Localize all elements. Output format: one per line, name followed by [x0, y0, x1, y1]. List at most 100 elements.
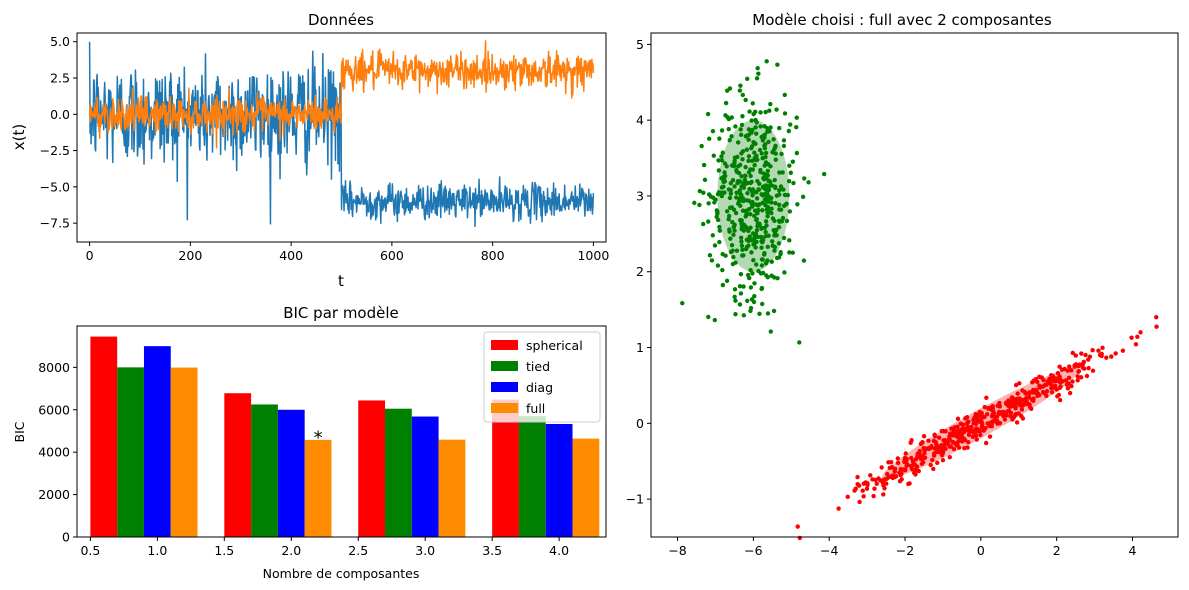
scatter-point-0 — [751, 139, 756, 145]
scatter-point-0 — [755, 157, 760, 162]
scatter-point-0 — [720, 282, 726, 288]
scatter-point-1 — [1154, 324, 1159, 329]
x-tick-label: 800 — [481, 248, 505, 263]
y-tick-label: 0 — [62, 530, 70, 545]
scatter-point-0 — [777, 202, 782, 207]
scatter-y-axis: −1 0 1 2 3 4 5 — [626, 37, 651, 507]
scatter-point-0 — [720, 251, 725, 257]
scatter-point-0 — [699, 143, 704, 149]
scatter-point-1 — [903, 451, 908, 456]
scatter-point-0 — [755, 203, 761, 208]
scatter-point-0 — [740, 114, 745, 119]
scatter-point-0 — [746, 127, 752, 132]
scatter-point-0 — [741, 284, 746, 289]
scatter-point-1 — [956, 439, 961, 444]
scatter-point-1 — [1113, 351, 1118, 356]
scatter-point-1 — [856, 483, 862, 488]
scatter-point-1 — [1063, 378, 1069, 383]
scatter-point-1 — [959, 439, 965, 444]
scatter-point-1 — [921, 445, 926, 451]
scatter-point-0 — [728, 187, 733, 193]
scatter-point-1 — [964, 420, 970, 426]
scatter-point-1 — [984, 412, 990, 417]
bar-spherical-1 — [90, 336, 118, 537]
bar-full-3 — [438, 439, 466, 537]
scatter-point-1 — [954, 443, 959, 448]
scatter-point-0 — [709, 258, 715, 263]
scatter-point-0 — [731, 207, 737, 212]
scatter-point-1 — [1015, 391, 1020, 396]
scatter-point-1 — [1055, 394, 1060, 399]
scatter-point-1 — [1044, 389, 1050, 394]
scatter-point-0 — [745, 272, 751, 278]
scatter-point-0 — [758, 167, 763, 173]
scatter-point-1 — [1066, 375, 1072, 380]
scatter-point-1 — [1034, 387, 1039, 393]
scatter-point-0 — [715, 209, 720, 215]
scatter-point-1 — [982, 404, 987, 410]
scatter-point-0 — [763, 219, 769, 224]
scatter-point-1 — [879, 465, 884, 470]
scatter-point-1 — [947, 431, 953, 436]
scatter-point-1 — [984, 395, 989, 400]
scatter-point-0 — [746, 207, 752, 212]
panel-timeseries: Données 0 200 400 600 800 1000 5.0 2.5 0.0 −2.5 −… — [10, 11, 609, 290]
legend-swatch-diag — [491, 382, 518, 392]
scatter-point-0 — [777, 125, 782, 131]
scatter-point-0 — [741, 181, 746, 186]
scatter-point-1 — [1104, 355, 1109, 360]
scatter-point-1 — [1057, 397, 1063, 403]
scatter-point-0 — [733, 124, 738, 129]
bic-plot-area — [90, 336, 600, 537]
x-tick-label: 200 — [178, 248, 202, 263]
scatter-point-1 — [884, 481, 889, 486]
scatter-point-1 — [1129, 335, 1134, 340]
scatter-point-0 — [759, 245, 764, 250]
scatter-point-1 — [863, 480, 868, 485]
scatter-point-0 — [711, 153, 716, 158]
scatter-point-0 — [719, 128, 725, 133]
x-tick-label: 0 — [977, 543, 985, 558]
scatter-frame — [650, 32, 1179, 538]
scatter-point-1 — [1020, 416, 1026, 421]
scatter-point-0 — [775, 275, 780, 281]
bar-diag-3 — [411, 416, 439, 537]
scatter-point-0 — [767, 108, 772, 113]
scatter-point-1 — [1040, 390, 1046, 395]
scatter-point-1 — [926, 438, 931, 443]
scatter-point-0 — [760, 200, 765, 205]
scatter-point-1 — [881, 477, 886, 483]
scatter-point-0 — [735, 154, 740, 160]
scatter-point-0 — [727, 195, 733, 201]
scatter-point-0 — [790, 250, 795, 255]
scatter-point-1 — [913, 472, 918, 477]
scatter-point-1 — [977, 429, 983, 434]
scatter-point-0 — [806, 180, 811, 185]
scatter-point-0 — [790, 159, 796, 164]
scatter-point-1 — [1049, 373, 1054, 378]
bar-full-1 — [170, 367, 198, 537]
scatter-point-0 — [748, 268, 753, 273]
scatter-point-0 — [720, 267, 725, 273]
scatter-point-0 — [776, 241, 782, 246]
scatter-point-0 — [744, 237, 750, 242]
scatter-point-0 — [751, 111, 756, 117]
scatter-point-1 — [874, 481, 879, 486]
scatter-point-1 — [1053, 383, 1058, 388]
scatter-point-0 — [745, 180, 750, 186]
scatter-point-1 — [1006, 408, 1012, 413]
scatter-point-0 — [707, 136, 712, 141]
scatter-point-1 — [909, 438, 914, 443]
scatter-point-1 — [909, 455, 914, 461]
scatter-point-0 — [759, 239, 764, 244]
scatter-point-0 — [715, 263, 721, 268]
scatter-point-0 — [764, 59, 769, 64]
scatter-point-0 — [787, 250, 792, 255]
y-tick-label: 1 — [636, 340, 644, 355]
scatter-point-0 — [697, 188, 703, 194]
timeseries-x-axis: 0 200 400 600 800 1000 — [86, 242, 609, 263]
scatter-point-1 — [795, 524, 800, 529]
scatter-point-0 — [755, 66, 760, 71]
scatter-point-0 — [706, 201, 711, 206]
scatter-point-1 — [951, 446, 957, 452]
